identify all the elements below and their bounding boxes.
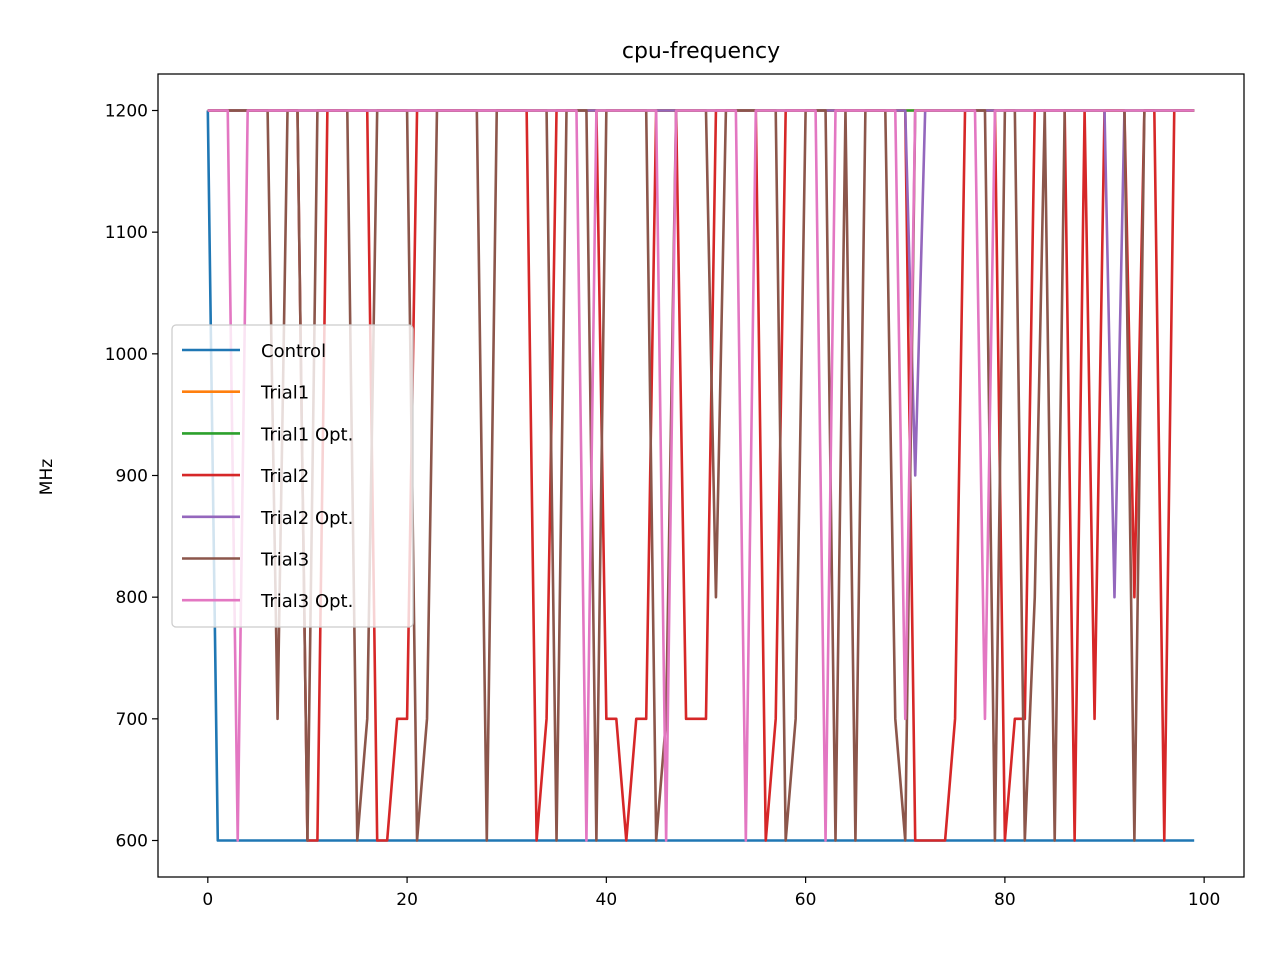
legend-label: Trial3 [260, 550, 309, 571]
legend-item-trial3: Trial3 [182, 550, 309, 571]
legend-label: Trial1 [260, 383, 309, 404]
chart-title: cpu-frequency [622, 39, 780, 64]
legend-box [171, 324, 414, 628]
y-tick-label: 1100 [105, 223, 148, 243]
legend-label: Control [261, 341, 326, 362]
legend-label: Trial3 Opt. [260, 591, 353, 612]
y-tick-label: 800 [116, 588, 148, 608]
series-line-trial3-opt [207, 109, 1195, 842]
legend-item-trial3-opt: Trial3 Opt. [182, 591, 353, 612]
x-tick-label: 0 [202, 890, 213, 910]
legend-item-trial2: Trial2 [182, 466, 309, 487]
y-axis: 600 700 800 900 1000 1100 1200 [105, 102, 158, 852]
series-line-control [206, 110, 1195, 842]
legend-items: Control Trial1 Trial1 Opt. Trial2 Trial2 Opt… [182, 341, 353, 612]
x-axis: 0 20 40 60 80 100 [202, 877, 1220, 910]
y-tick-label: 700 [116, 710, 148, 730]
y-tick-label: 900 [116, 467, 148, 487]
legend-label: Trial2 [260, 466, 309, 487]
x-tick-label: 60 [795, 890, 817, 910]
legend: Control Trial1 Trial1 Opt. Trial2 Trial2 Opt… [171, 324, 414, 628]
y-tick-label: 1200 [105, 102, 148, 122]
x-tick-label: 40 [596, 890, 618, 910]
legend-item-control: Control [182, 341, 326, 362]
x-tick-label: 100 [1188, 890, 1220, 910]
x-tick-label: 80 [994, 890, 1016, 910]
y-tick-label: 1000 [105, 345, 148, 365]
legend-item-trial1: Trial1 [182, 383, 309, 404]
legend-label: Trial2 Opt. [260, 508, 353, 529]
x-tick-label: 20 [396, 890, 418, 910]
legend-item-trial2-opt: Trial2 Opt. [182, 508, 353, 529]
legend-item-trial1-opt: Trial1 Opt. [182, 424, 353, 445]
legend-label: Trial1 Opt. [260, 424, 353, 445]
y-tick-label: 600 [116, 832, 148, 852]
y-axis-label: MHz [37, 459, 57, 495]
